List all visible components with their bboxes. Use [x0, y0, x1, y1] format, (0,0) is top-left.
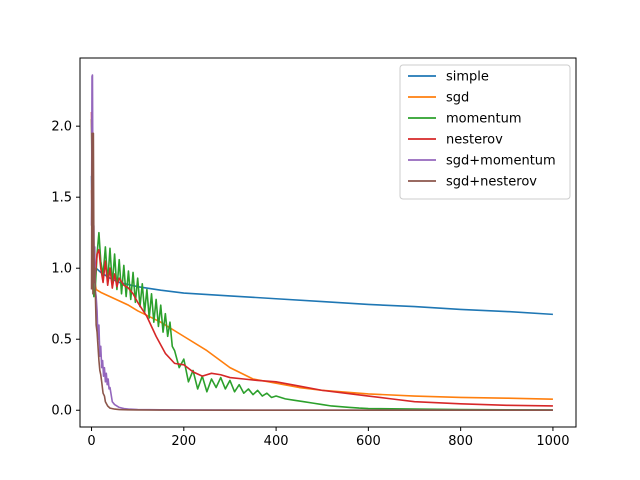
x-axis: 0 200 400 600 800 1000	[87, 427, 569, 449]
series-line-momentum	[90, 119, 553, 411]
plot-frame	[79, 57, 577, 428]
y-tick-label-0: 0.0	[51, 404, 72, 419]
y-tick-label-4: 2.0	[51, 120, 72, 135]
x-tick-label-1: 200	[171, 434, 196, 449]
y-tick-label-1: 0.5	[51, 333, 72, 348]
series-line-sgd-plus-nesterov	[90, 132, 553, 412]
y-tick-label-3: 1.5	[51, 191, 72, 206]
legend-label-3: nesterov	[446, 133, 503, 148]
legend-label-0: simple	[446, 70, 489, 85]
x-tick-label-3: 600	[356, 434, 381, 449]
x-tick-label-0: 0	[87, 434, 95, 449]
legend-label-2: momentum	[446, 112, 522, 127]
x-tick-label-4: 800	[448, 434, 473, 449]
legend-label-4: sgd+momentum	[446, 154, 556, 169]
y-tick-label-2: 1.0	[51, 262, 72, 277]
legend-label-5: sgd+nesterov	[446, 175, 537, 190]
x-tick-label-2: 400	[264, 434, 289, 449]
legend-label-1: sgd	[446, 91, 469, 106]
series-line-nesterov	[90, 111, 553, 407]
series-line-sgd	[90, 190, 553, 400]
x-tick-label-5: 1000	[536, 434, 569, 449]
series-layer	[90, 74, 553, 412]
legend-box	[399, 64, 571, 200]
y-axis: 0.0 0.5 1.0 1.5 2.0	[51, 120, 80, 419]
legend: simple sgd momentum nesterov sgd+momentum sgd…	[399, 64, 571, 200]
